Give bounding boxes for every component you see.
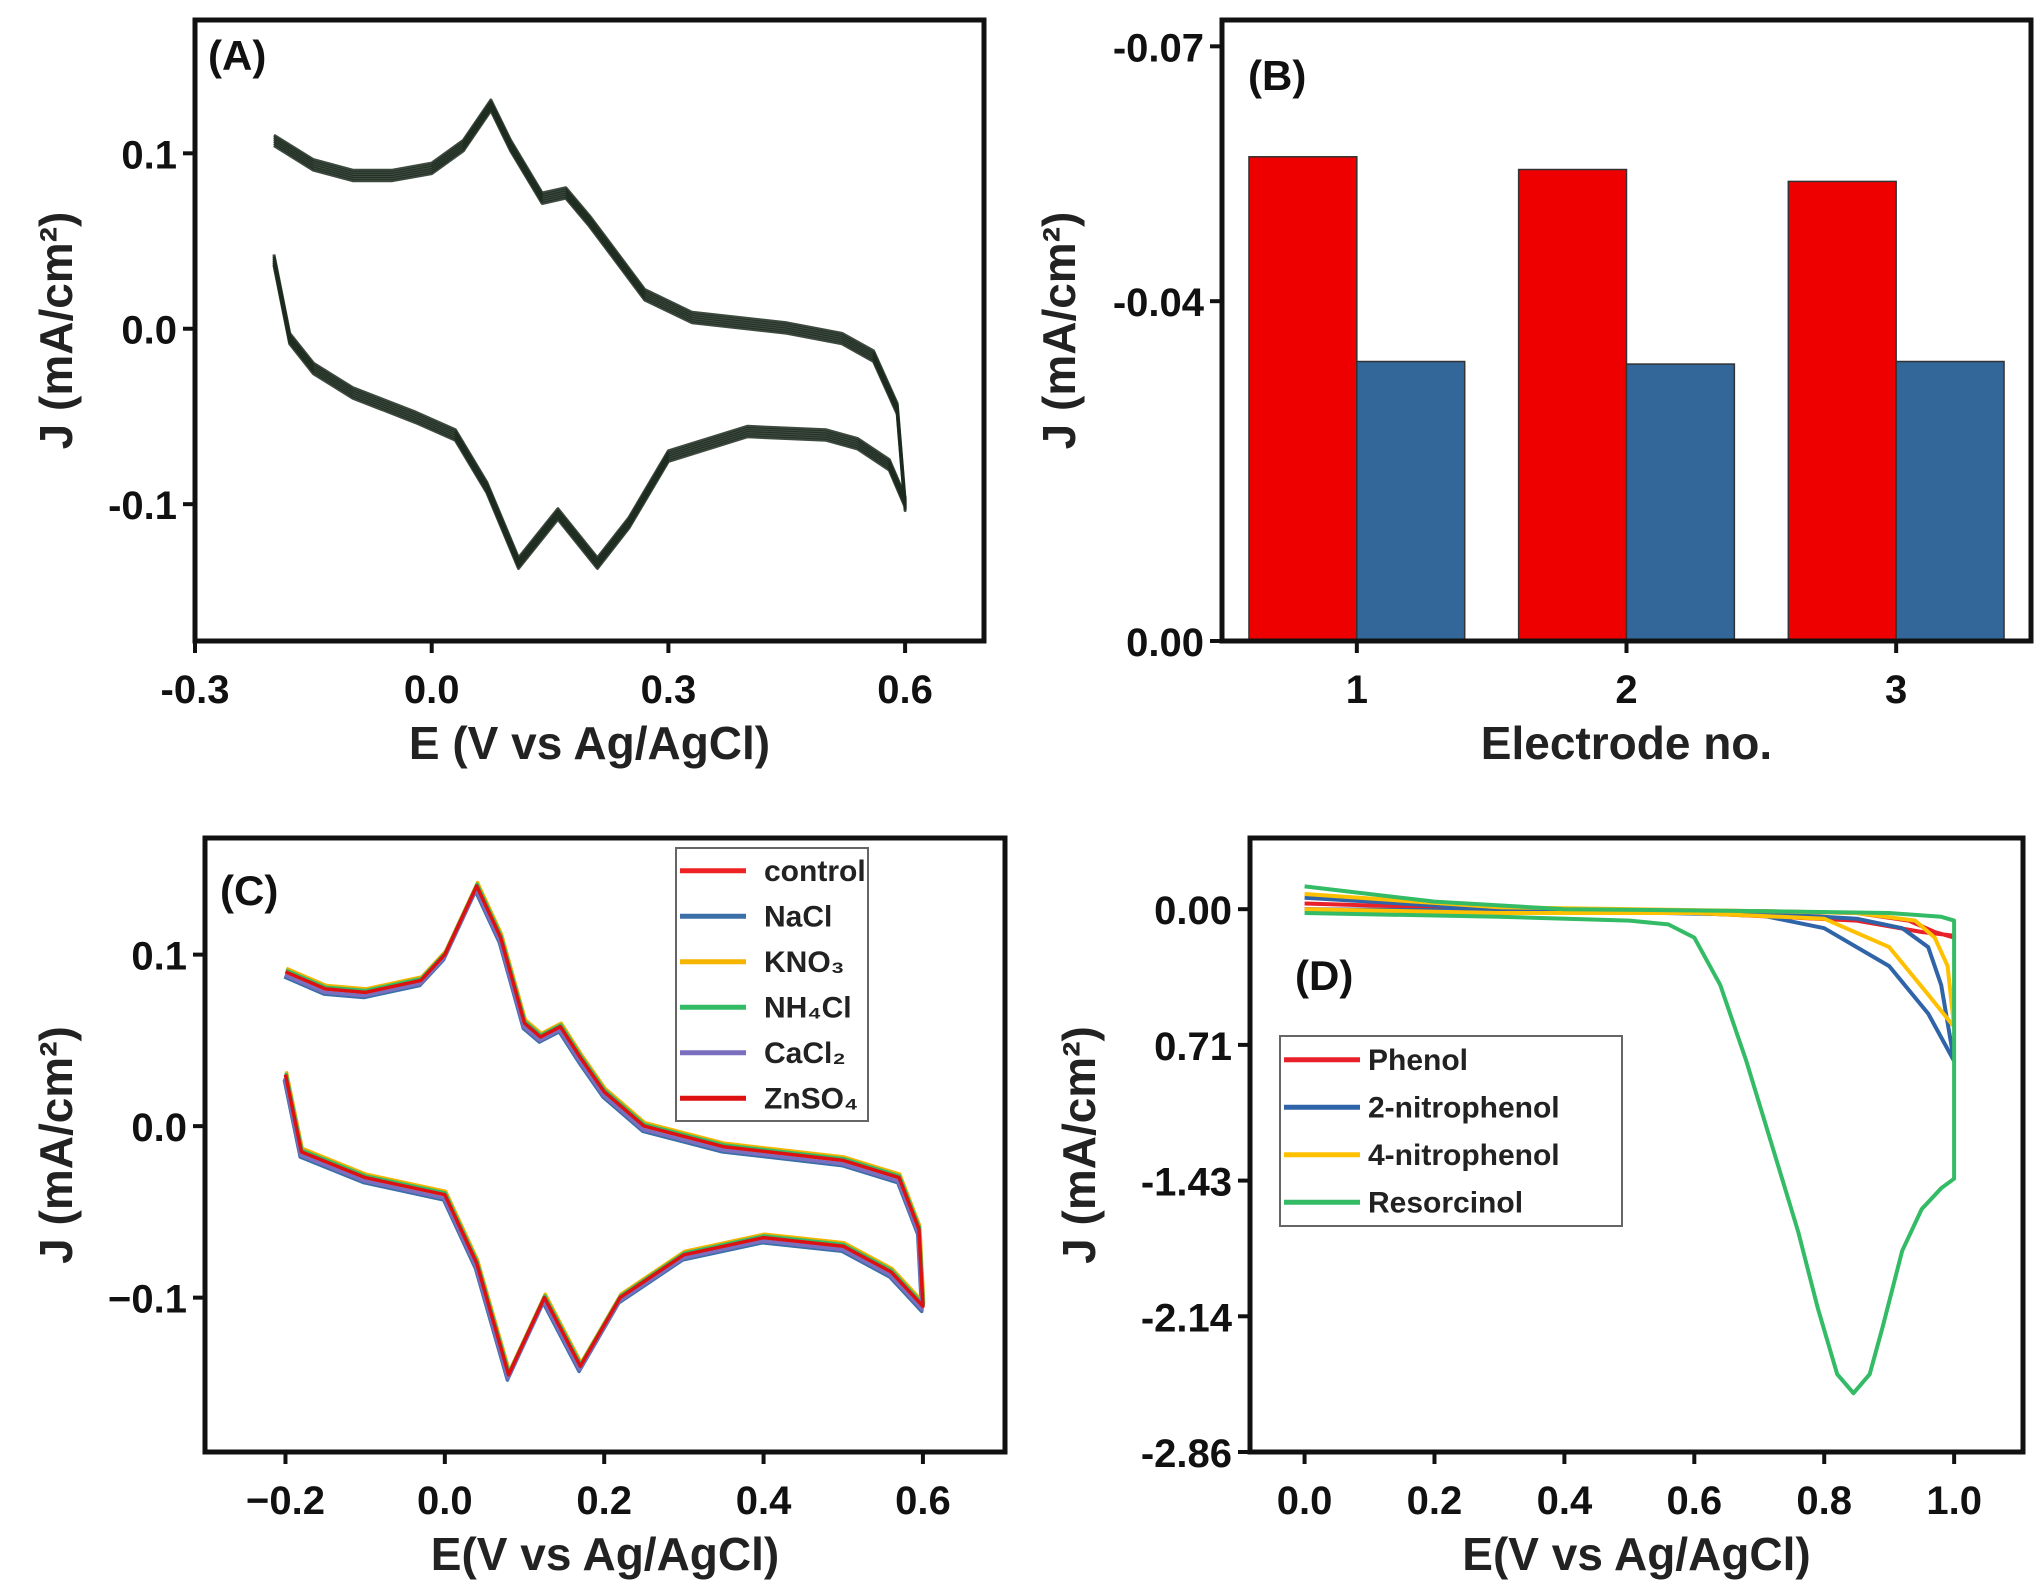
plot-frame <box>1219 17 2034 644</box>
plot-area <box>1248 156 2005 641</box>
legend-label: control <box>764 855 866 888</box>
plot-frame <box>202 835 1008 1455</box>
panel-label: (A) <box>208 32 266 79</box>
y-tick-label: -0.04 <box>1113 281 1205 325</box>
x-tick-label: 3 <box>1885 668 1907 712</box>
legend-label: ZnSO₄ <box>764 1082 858 1115</box>
x-axis-title: E (V vs Ag/AgCl) <box>409 717 770 769</box>
panel-a: -0.3 0.0 0.3 0.6 0.1 0.0 -0.1 E (V vs Ag/AgCl) J… <box>30 17 987 769</box>
y-tick-label: -1.43 <box>1141 1161 1232 1205</box>
y-axis-title: J (mA/cm²) <box>30 212 82 450</box>
y-tick-label: −0.1 <box>108 1278 187 1322</box>
cv-cycle-line <box>272 98 907 560</box>
panel-label: (D) <box>1295 952 1353 999</box>
y-tick-label: -2.14 <box>1141 1296 1233 1340</box>
plot-frame <box>1247 835 2026 1455</box>
x-tick-label: 0.6 <box>1667 1479 1723 1523</box>
y-tick-label: 0.71 <box>1154 1025 1232 1069</box>
bar-blue-3 <box>1895 360 2005 641</box>
bar-blue-2 <box>1625 363 1736 641</box>
plot-area <box>282 880 926 1382</box>
y-tick-label: 0.0 <box>131 1106 187 1150</box>
x-tick-label: 1 <box>1346 668 1368 712</box>
y-tick-label: 0.00 <box>1126 621 1204 665</box>
legend-label: 2-nitrophenol <box>1368 1091 1560 1124</box>
y-tick-label: 0.0 <box>121 309 177 353</box>
legend-label: KNO₃ <box>764 946 845 979</box>
bar-red-2 <box>1517 168 1628 641</box>
bar-blue-1 <box>1356 360 1466 641</box>
y-axis-title: J (mA/cm²) <box>1033 212 1085 450</box>
plot-area <box>1304 884 1957 1396</box>
y-axis-title: J (mA/cm²) <box>1053 1026 1105 1264</box>
y-tick-label: 0.00 <box>1154 889 1232 933</box>
legend-label: Phenol <box>1368 1044 1468 1077</box>
y-tick-label: -0.07 <box>1113 26 1204 70</box>
bar-red-3 <box>1787 180 1897 641</box>
y-tick-label: -2.86 <box>1141 1432 1232 1476</box>
x-tick-label: 0.4 <box>1537 1479 1593 1523</box>
y-tick-label: 0.1 <box>131 935 187 979</box>
panel-label: (B) <box>1248 52 1306 99</box>
x-tick-label: 0.0 <box>404 668 460 712</box>
legend: Phenol 2-nitrophenol 4-nitrophenol Resorcin… <box>1279 1035 1623 1227</box>
plot-frame <box>192 17 987 644</box>
x-tick-label: 0.8 <box>1796 1479 1852 1523</box>
legend-frame <box>1279 1035 1623 1227</box>
legend-label: 4-nitrophenol <box>1368 1139 1560 1172</box>
legend-label: NaCl <box>764 900 832 933</box>
x-tick-label: 0.6 <box>895 1479 951 1523</box>
x-tick-label: 1.0 <box>1926 1479 1982 1523</box>
legend-label: Resorcinol <box>1368 1186 1523 1219</box>
y-tick-label: -0.1 <box>108 484 177 528</box>
x-tick-label: 0.0 <box>1277 1479 1333 1523</box>
y-tick-label: 0.1 <box>121 133 177 177</box>
x-tick-label: 0.3 <box>641 668 697 712</box>
x-tick-label: 0.2 <box>1407 1479 1463 1523</box>
panel-c: −0.2 0.0 0.2 0.4 0.6 0.1 0.0 −0.1 E(V vs Ag/AgCl… <box>30 835 1008 1580</box>
x-axis-title: E(V vs Ag/AgCl) <box>1462 1528 1810 1580</box>
x-axis-title: E(V vs Ag/AgCl) <box>431 1528 779 1580</box>
legend-label: NH₄Cl <box>764 991 852 1024</box>
x-tick-label: 0.6 <box>877 668 933 712</box>
legend: control NaCl KNO₃ NH₄Cl CaCl₂ ZnSO₄ <box>675 847 869 1122</box>
panel-d: 0.0 0.2 0.4 0.6 0.8 1.0 0.00 0.71 -1.43 -2.14 -2.8… <box>1053 835 2026 1580</box>
x-tick-label: 0.4 <box>736 1479 792 1523</box>
plot-area <box>272 98 907 570</box>
x-tick-label: 2 <box>1615 668 1637 712</box>
legend-frame <box>675 847 869 1122</box>
x-tick-label: -0.3 <box>161 668 230 712</box>
x-tick-label: 0.0 <box>417 1479 473 1523</box>
legend-label: CaCl₂ <box>764 1037 846 1070</box>
y-axis-title: J (mA/cm²) <box>30 1026 82 1264</box>
panel-label: (C) <box>220 867 278 914</box>
bar-red-1 <box>1248 156 1358 641</box>
panel-b: 1 2 3 -0.07 -0.04 0.00 Electrode no. J (mA/cm²)… <box>1033 17 2034 769</box>
x-axis-title: Electrode no. <box>1481 717 1772 769</box>
x-tick-label: 0.2 <box>576 1479 632 1523</box>
series-line-Resorcinol <box>1304 884 1957 1396</box>
x-tick-label: −0.2 <box>246 1479 325 1523</box>
series-line-ZnSO₄ <box>283 884 925 1377</box>
